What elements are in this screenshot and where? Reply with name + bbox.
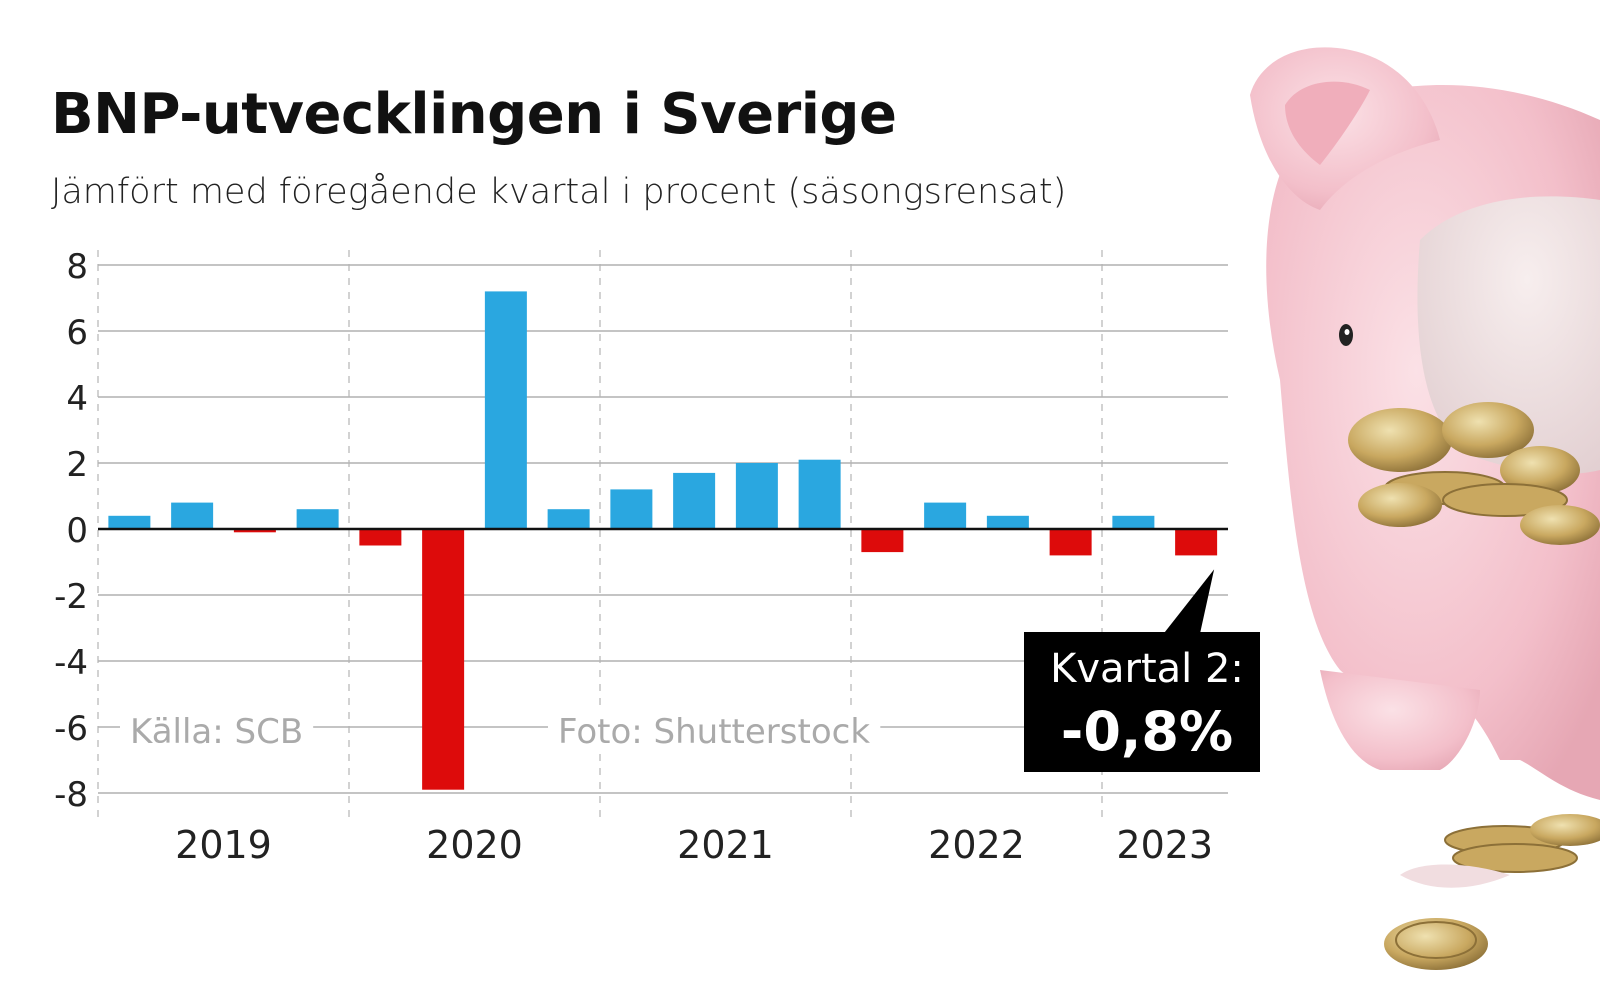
callout-label: Kvartal 2: — [1050, 646, 1244, 692]
callout-background — [1024, 632, 1260, 772]
x-year-label: 2023 — [1116, 823, 1213, 867]
bar — [422, 529, 465, 790]
note-halo — [120, 712, 314, 752]
x-year-label: 2020 — [426, 823, 523, 867]
y-tick-label: 8 — [66, 247, 88, 287]
callout-box: Kvartal 2: -0,8% — [1024, 569, 1260, 772]
chart-notes: Källa: SCB Foto: Shutterstock — [120, 712, 881, 752]
y-tick-label: -8 — [54, 775, 88, 815]
bar-chart: 8 6 4 2 0 -2 -4 -6 -8 Källa: SCB Foto: Shutterst… — [54, 247, 1260, 867]
bar — [986, 515, 1029, 529]
y-tick-label: -2 — [54, 577, 88, 617]
bar — [1049, 529, 1092, 556]
x-year-label: 2022 — [928, 823, 1025, 867]
piggy-bank-photo — [1250, 47, 1600, 970]
chart-subtitle: Jämfört med föregående kvartal i procent… — [51, 172, 1067, 212]
bar — [1175, 529, 1218, 556]
bar — [861, 529, 904, 553]
bar — [924, 502, 967, 529]
callout-value: -0,8% — [1061, 700, 1233, 763]
bar — [735, 463, 778, 529]
x-year-label: 2021 — [677, 823, 774, 867]
bar — [484, 291, 527, 529]
y-tick-label: -6 — [54, 709, 88, 749]
source-note: Källa: SCB — [130, 712, 303, 752]
bar — [547, 509, 590, 529]
bar — [1112, 515, 1155, 529]
y-axis-ticks: 8 6 4 2 0 -2 -4 -6 -8 — [54, 247, 88, 815]
bar — [610, 489, 653, 529]
chart-title: BNP-utvecklingen i Sverige — [51, 82, 897, 147]
bar — [233, 529, 276, 533]
bar — [171, 502, 214, 529]
x-axis-year-labels: 2019 2020 2021 2022 2023 — [175, 823, 1213, 867]
bar — [798, 459, 841, 529]
photo-credit: Foto: Shutterstock — [558, 712, 870, 752]
x-year-label: 2019 — [175, 823, 272, 867]
y-tick-label: 2 — [66, 445, 88, 485]
y-tick-label: 4 — [66, 379, 88, 419]
bar — [359, 529, 402, 546]
y-tick-label: 0 — [66, 511, 88, 551]
note-halo — [548, 712, 881, 752]
bar — [673, 472, 716, 529]
y-tick-label: -4 — [54, 643, 88, 683]
callout-pointer — [1164, 569, 1215, 633]
bars — [108, 291, 1218, 790]
bar — [108, 515, 151, 529]
bar — [296, 509, 339, 529]
y-tick-label: 6 — [66, 313, 88, 353]
